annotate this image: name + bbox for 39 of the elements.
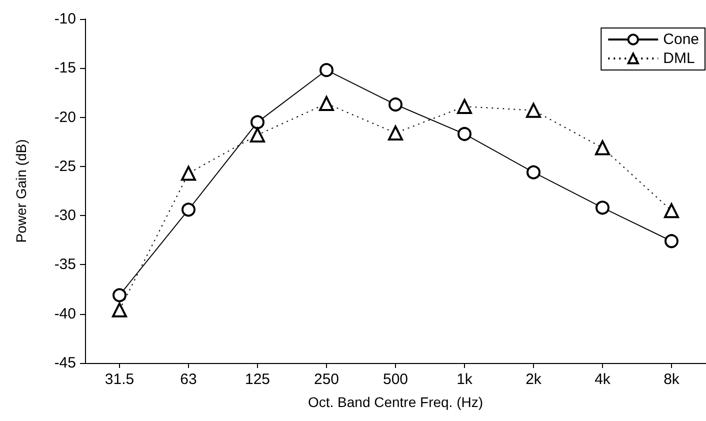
x-tick-label: 250 [314, 371, 340, 388]
point [181, 166, 196, 181]
point [319, 96, 334, 112]
legend-label: DML [663, 50, 695, 67]
point [664, 203, 679, 218]
point [320, 63, 334, 78]
point [388, 98, 402, 112]
x-tick-label: 2k [526, 371, 542, 388]
x-tick-label: 125 [244, 371, 270, 388]
point [250, 115, 264, 130]
point [457, 98, 472, 114]
point [526, 102, 541, 118]
y-tick-label: -35 [54, 256, 76, 274]
y-tick-label: -30 [54, 207, 76, 224]
x-axis-title: Oct. Band Centre Freq. (Hz) [308, 394, 484, 410]
point [526, 165, 540, 180]
legend-label: Cone [663, 31, 699, 48]
y-tick-label: -10 [54, 10, 76, 28]
x-tick-label: 31.5 [104, 371, 134, 388]
y-tick-label: -15 [54, 60, 76, 77]
x-tick-label: 1k [456, 371, 473, 388]
x-tick-label: 500 [382, 371, 408, 388]
y-tick-label: -40 [54, 305, 76, 322]
x-tick-label: 4k [594, 371, 611, 388]
point [388, 126, 403, 141]
y-tick-label: -45 [54, 354, 76, 372]
y-tick-label: -25 [54, 158, 76, 175]
point [112, 288, 126, 302]
point [596, 200, 610, 215]
y-axis-title: Power Gain (dB) [13, 139, 29, 243]
point [664, 234, 678, 248]
point [595, 140, 610, 156]
point [458, 126, 472, 141]
point [112, 302, 127, 318]
x-tick-label: 63 [180, 371, 197, 388]
point [182, 202, 196, 217]
point [250, 127, 265, 142]
x-tick-label: 8k [664, 371, 680, 388]
y-tick-label: -20 [54, 108, 76, 126]
